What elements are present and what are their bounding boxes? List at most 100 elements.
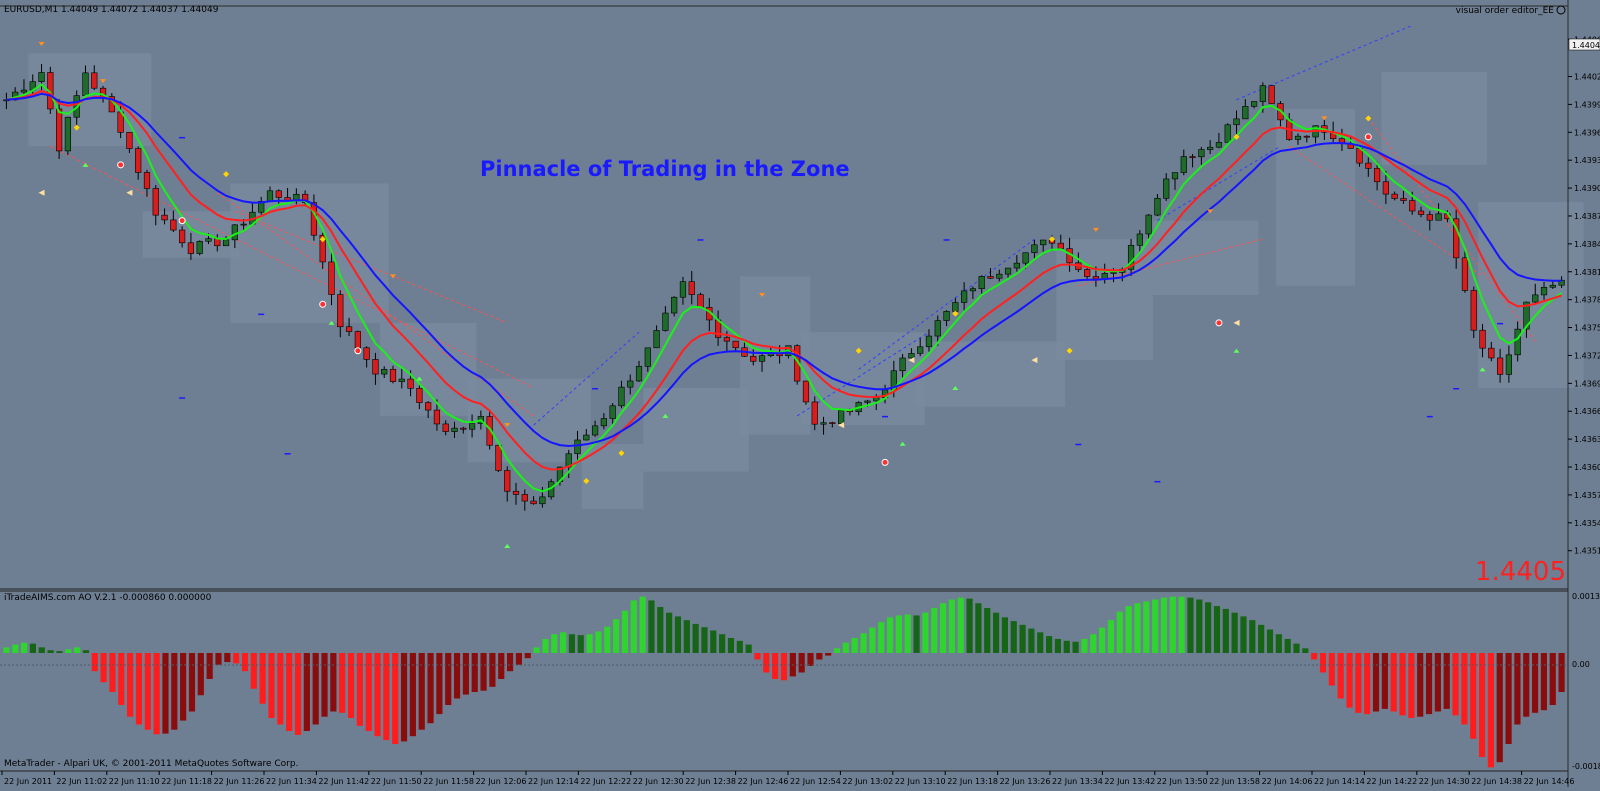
bull-candle bbox=[451, 427, 458, 432]
time-label: 22 Jun 13:26 bbox=[1000, 777, 1051, 786]
ao-bar bbox=[1081, 638, 1088, 653]
bull-candle bbox=[873, 397, 880, 402]
price-label: 1.43515 bbox=[1574, 547, 1600, 556]
zone-box bbox=[801, 332, 925, 426]
time-label: 22 Jun 12:14 bbox=[528, 777, 579, 786]
ao-bar bbox=[1328, 653, 1335, 686]
ao-bar bbox=[330, 653, 337, 712]
ao-bar bbox=[356, 653, 363, 726]
bull-candle bbox=[627, 380, 634, 388]
visual-order-editor-label[interactable]: visual order editor_EE bbox=[1456, 6, 1555, 16]
bear-candle bbox=[1084, 269, 1091, 277]
ao-bar bbox=[29, 643, 37, 653]
down-arrow-marker bbox=[390, 274, 396, 279]
bull-candle bbox=[539, 496, 546, 505]
bear-candle bbox=[802, 380, 810, 403]
ao-bar bbox=[1293, 643, 1300, 653]
price-label: 1.43845 bbox=[1574, 240, 1600, 249]
time-label: 22 Jun 11:10 bbox=[109, 777, 160, 786]
ao-bar bbox=[339, 653, 346, 713]
bear-candle bbox=[1057, 242, 1064, 249]
ao-bar bbox=[736, 640, 743, 653]
ao-bar bbox=[365, 653, 372, 731]
zone-box bbox=[467, 378, 591, 463]
bear-candle bbox=[126, 132, 133, 149]
bear-candle bbox=[1453, 218, 1460, 259]
ao-bar bbox=[551, 634, 558, 653]
ao-bar bbox=[701, 627, 708, 653]
ao-bar bbox=[471, 653, 478, 692]
time-label: 22 Jun 13:02 bbox=[842, 777, 893, 786]
price-label: 1.43995 bbox=[1574, 100, 1600, 109]
bear-candle bbox=[1461, 257, 1469, 291]
ao-bar bbox=[374, 653, 381, 737]
ao-bar bbox=[1001, 617, 1008, 653]
ao-bar bbox=[975, 603, 982, 653]
bull-candle bbox=[635, 366, 643, 382]
ao-bar bbox=[1425, 653, 1433, 715]
yellow-diamond-marker bbox=[1066, 347, 1073, 354]
bear-candle bbox=[1382, 181, 1389, 195]
ao-bar bbox=[1258, 624, 1265, 653]
time-label: 22 Jun 12:54 bbox=[790, 777, 841, 786]
time-label: 22 Jun 14:30 bbox=[1419, 777, 1470, 786]
bull-candle bbox=[1180, 156, 1187, 173]
ao-bar bbox=[277, 653, 284, 725]
trend-line bbox=[50, 145, 534, 389]
ao-bar bbox=[595, 631, 602, 653]
yellow-diamond-marker bbox=[1048, 236, 1055, 243]
ao-bar bbox=[1496, 653, 1503, 763]
bull-candle bbox=[1540, 286, 1548, 296]
ao-bar bbox=[1178, 596, 1185, 653]
ao-bar bbox=[321, 653, 328, 717]
time-label: 22 Jun 13:42 bbox=[1104, 777, 1155, 786]
price-label: 1.43665 bbox=[1574, 407, 1600, 416]
level-dash-marker bbox=[882, 415, 889, 418]
price-label: 1.43935 bbox=[1574, 156, 1600, 165]
ao-bar bbox=[1010, 621, 1017, 653]
time-label: 22 Jun 14:14 bbox=[1314, 777, 1365, 786]
down-arrow-marker bbox=[1092, 227, 1099, 232]
bull-candle bbox=[1549, 284, 1556, 288]
time-label: 22 Jun 13:10 bbox=[895, 777, 946, 786]
bear-candle bbox=[1365, 162, 1372, 169]
ao-bar bbox=[135, 653, 143, 725]
ao-bar bbox=[1452, 653, 1459, 716]
bear-candle bbox=[152, 188, 159, 216]
yellow-diamond-marker bbox=[952, 310, 959, 317]
ao-bar bbox=[860, 633, 867, 653]
bear-candle bbox=[1426, 214, 1433, 221]
ao-bar bbox=[772, 653, 779, 679]
time-label: 22 Jun 12:22 bbox=[580, 777, 631, 786]
bear-candle bbox=[688, 281, 695, 295]
ao-bar bbox=[586, 634, 593, 653]
ao-bar bbox=[1531, 653, 1539, 713]
ao-bar bbox=[1302, 648, 1309, 653]
ao-bar bbox=[383, 653, 390, 741]
ao-bar bbox=[1549, 653, 1556, 705]
ao-bar bbox=[118, 653, 125, 705]
bull-candle bbox=[20, 89, 28, 93]
ao-bar bbox=[171, 653, 178, 730]
bear-candle bbox=[495, 444, 502, 471]
bull-candle bbox=[240, 223, 247, 226]
time-label: 22 Jun 11:02 bbox=[56, 777, 107, 786]
ao-bar bbox=[1160, 597, 1168, 653]
ao-bar bbox=[82, 650, 90, 653]
bull-candle bbox=[381, 368, 388, 375]
ao-bar bbox=[939, 603, 947, 653]
bear-candle bbox=[407, 378, 414, 389]
ao-bar bbox=[392, 653, 399, 744]
up-arrow-marker bbox=[1233, 348, 1240, 353]
bull-candle bbox=[961, 290, 968, 303]
ao-bar bbox=[1523, 653, 1530, 717]
ma-slow-line bbox=[6, 92, 1562, 448]
ao-bar bbox=[825, 653, 832, 656]
ao-bar bbox=[215, 653, 222, 665]
ao-bar bbox=[869, 627, 876, 653]
yellow-diamond-marker bbox=[319, 236, 326, 243]
bear-candle bbox=[504, 470, 511, 492]
ao-bar bbox=[506, 653, 514, 672]
left-arrow-marker bbox=[908, 357, 915, 364]
